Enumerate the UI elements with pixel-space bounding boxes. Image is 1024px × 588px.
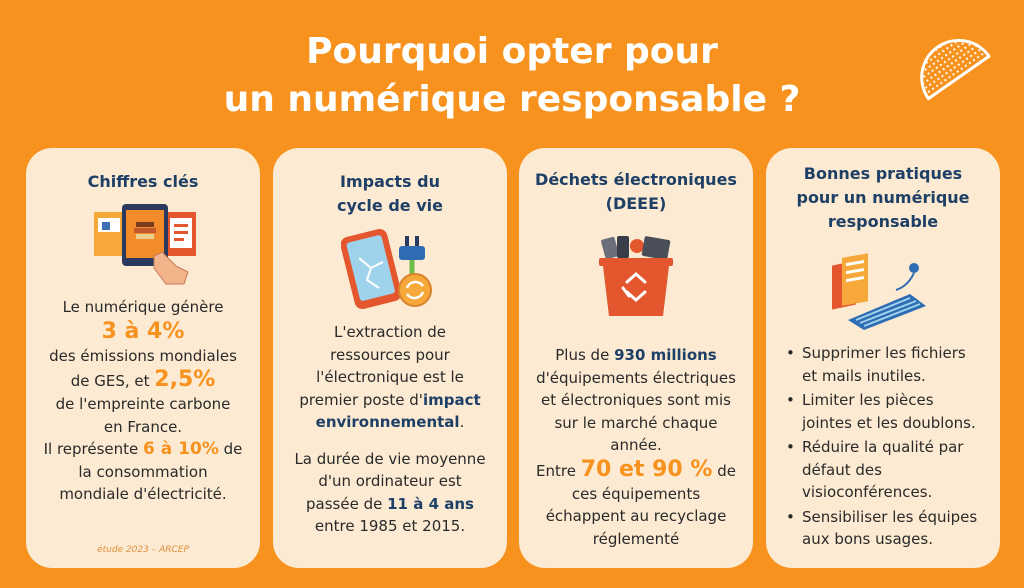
text-line: passée de — [306, 494, 383, 513]
text-line: échappent au recyclage — [545, 507, 727, 525]
list-item: • Réduire la qualité par défaut des visi… — [784, 436, 990, 504]
bullet: • — [786, 344, 795, 362]
text-line: année. — [610, 436, 662, 454]
text-line: d'équipements électriques — [536, 368, 736, 387]
text-line: aux bons usages. — [802, 530, 933, 548]
emphasis-text: 930 millions — [614, 346, 717, 364]
text-line: Plus de — [555, 346, 610, 364]
text-line: défaut des — [802, 460, 882, 479]
list-item: • Supprimer les fichiers et mails inutil… — [784, 342, 990, 387]
text-line: Supprimer les fichiers — [802, 344, 966, 362]
text-line: l'électronique est le — [316, 368, 464, 386]
card-heading: Chiffres clés — [87, 172, 199, 191]
broken-phone-plug-icon — [341, 228, 432, 310]
tips-list: • Supprimer les fichiers et mails inutil… — [784, 342, 990, 551]
card-heading: Bonnes pratiques pour un numérique respo… — [776, 162, 990, 234]
heading-line: Bonnes pratiques — [803, 164, 963, 183]
emphasis-text: environnemental — [315, 413, 460, 431]
list-item: • Sensibiliser les équipes aux bons usag… — [784, 506, 990, 551]
bullet: • — [786, 438, 795, 456]
folders-keyboard-icon — [832, 253, 926, 330]
text-line: des émissions mondiales — [49, 346, 237, 365]
text-line: Réduire la qualité par — [802, 438, 964, 456]
bullet: • — [786, 391, 795, 409]
heading-line: Impacts du — [340, 172, 440, 191]
card-heading: Impacts du cycle de vie — [283, 170, 497, 218]
emphasis-text: 11 à 4 ans — [387, 494, 474, 513]
text-line: . — [459, 413, 465, 431]
text-line: la consommation — [78, 462, 208, 481]
text-line: mondiale d'électricité. — [59, 485, 227, 503]
text-line: et mails inutiles. — [802, 366, 926, 385]
title-line-1: Pourquoi opter pour — [306, 31, 718, 72]
text-line: jointes et les doublons. — [802, 413, 976, 432]
text-line: de l'empreinte carbone — [55, 395, 231, 413]
card-dechets-electroniques: Déchets électroniques (DEEE) Plus de 930… — [519, 148, 753, 568]
devices-hand-icon — [94, 204, 196, 285]
heading-line: cycle de vie — [337, 196, 443, 215]
text-line: Le numérique génère — [62, 298, 224, 316]
stat-value: 3 à 4% — [101, 318, 185, 344]
bullet: • — [786, 507, 795, 526]
heading-line: responsable — [827, 212, 939, 231]
text-line: Il représente — [43, 440, 139, 458]
card-bonnes-pratiques: Bonnes pratiques pour un numérique respo… — [766, 148, 1000, 568]
text-line: d'un ordinateur est — [318, 472, 462, 490]
text-line: Sensibiliser les équipes — [802, 507, 978, 526]
text-line: Entre — [536, 461, 576, 480]
stat-value: 6 à 10% — [143, 439, 219, 459]
heading-line: pour un numérique — [796, 188, 970, 207]
text-line: ressources pour — [330, 345, 450, 364]
card-chiffres-cles: Chiffres clés Le numérique génère 3 à 4%… — [26, 148, 260, 568]
page-title: Pourquoi opter pour un numérique respons… — [0, 28, 1024, 124]
text-line: de — [717, 461, 736, 480]
card-heading: Déchets électroniques (DEEE) — [529, 168, 743, 216]
list-item: • Limiter les pièces jointes et les doub… — [784, 389, 990, 434]
text-line: de — [223, 440, 243, 458]
text-line: entre 1985 et 2015. — [314, 517, 466, 535]
text-line: sur le marché chaque — [554, 413, 718, 432]
text-line: visioconférences. — [802, 483, 933, 501]
stat-value: 2,5% — [154, 367, 216, 392]
text-line: réglementé — [592, 529, 680, 548]
text-line: de GES, et — [70, 372, 150, 390]
heading-line: (DEEE) — [605, 194, 667, 213]
title-line-2: un numérique responsable ? — [223, 79, 801, 120]
card-impacts-cycle-de-vie: Impacts du cycle de vie L'extraction de … — [273, 148, 507, 568]
recycle-bin-icon — [599, 236, 673, 316]
emphasis-text: impact — [422, 390, 481, 409]
source-note: étude 2023 – ARCEP — [97, 545, 189, 555]
text-line: en France. — [103, 417, 183, 436]
text-line: ces équipements — [571, 484, 701, 503]
text-line: premier poste d' — [299, 390, 423, 409]
text-line: et électroniques sont mis — [541, 391, 731, 409]
text-line: Limiter les pièces — [802, 391, 934, 409]
half-circle-deco-icon — [920, 38, 991, 101]
text-line: La durée de vie moyenne — [294, 449, 486, 468]
stat-value: 70 et 90 % — [580, 456, 713, 482]
text-line: L'extraction de — [333, 323, 447, 341]
heading-line: Déchets électroniques — [535, 170, 737, 189]
